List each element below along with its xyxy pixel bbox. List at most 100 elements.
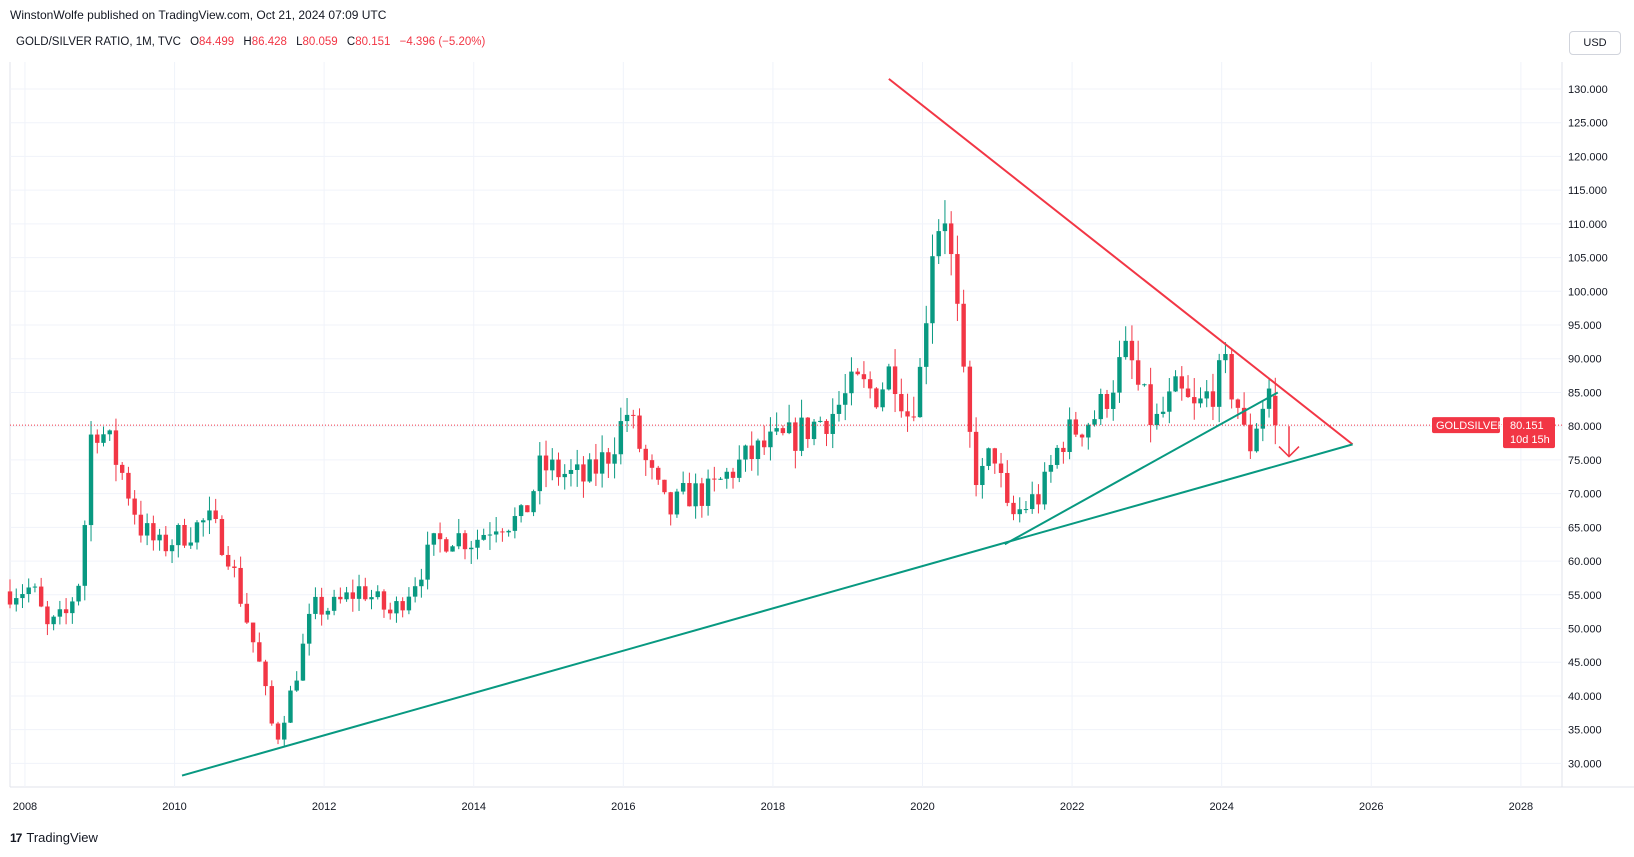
high-value: 86.428 bbox=[251, 36, 287, 48]
candle-body bbox=[793, 422, 798, 451]
publisher-header: WinstonWolfe published on TradingView.co… bbox=[10, 8, 387, 22]
candle-body bbox=[805, 417, 811, 440]
candle-body bbox=[1042, 471, 1047, 505]
candle-body bbox=[942, 223, 948, 232]
candle-body bbox=[1005, 472, 1010, 503]
candle-body bbox=[905, 411, 910, 417]
candle-body bbox=[14, 598, 19, 605]
candle-body bbox=[874, 388, 879, 408]
candle-body bbox=[356, 586, 362, 599]
candle-body bbox=[431, 533, 437, 545]
candle-body bbox=[662, 479, 667, 493]
price-tag-countdown: 10d 15h bbox=[1510, 434, 1550, 446]
candle-body bbox=[1054, 447, 1060, 465]
candle-body bbox=[737, 459, 742, 478]
candle-body bbox=[1229, 354, 1234, 400]
currency-button[interactable]: USD bbox=[1569, 31, 1621, 55]
candle-body bbox=[1154, 413, 1160, 426]
tradingview-logo-icon: 17 bbox=[10, 830, 22, 845]
low-label: L bbox=[296, 36, 303, 48]
candle-body bbox=[786, 422, 792, 434]
candle-body bbox=[157, 534, 162, 541]
y-tick-label: 80.000 bbox=[1568, 421, 1602, 433]
candle-body bbox=[668, 492, 673, 515]
candle-body bbox=[986, 448, 991, 466]
candle-body bbox=[1036, 494, 1041, 505]
y-tick-label: 65.000 bbox=[1568, 522, 1602, 534]
candle-body bbox=[1104, 394, 1110, 409]
candle-body bbox=[213, 510, 218, 519]
candle-body bbox=[469, 547, 474, 550]
candle-body bbox=[680, 483, 686, 492]
candle-body bbox=[188, 542, 193, 546]
candle-body bbox=[82, 525, 87, 586]
candle-body bbox=[319, 596, 324, 615]
candles bbox=[7, 200, 1278, 746]
candle-body bbox=[107, 430, 112, 435]
candle-body bbox=[774, 428, 779, 432]
y-tick-label: 110.000 bbox=[1568, 219, 1607, 231]
candle-body bbox=[119, 464, 125, 473]
symbol-name: GOLD/SILVER RATIO, 1M, TVC bbox=[16, 36, 181, 48]
trendline-resistance bbox=[888, 78, 1354, 446]
x-tick-label: 2014 bbox=[461, 801, 485, 813]
candle-body bbox=[824, 420, 829, 434]
candle-body bbox=[1198, 398, 1203, 404]
y-tick-label: 75.000 bbox=[1568, 455, 1602, 467]
candle-body bbox=[899, 394, 904, 412]
candle-body bbox=[132, 498, 137, 515]
candle-body bbox=[1117, 357, 1122, 393]
price-tag bbox=[1503, 417, 1555, 449]
candle-body bbox=[263, 661, 268, 687]
candle-body bbox=[967, 366, 973, 432]
high-label: H bbox=[243, 36, 252, 48]
candle-body bbox=[1167, 391, 1172, 412]
candle-body bbox=[998, 463, 1004, 473]
candle-body bbox=[699, 483, 705, 506]
candle-body bbox=[57, 609, 63, 617]
y-tick-label: 130.000 bbox=[1568, 84, 1608, 96]
candle-body bbox=[755, 440, 761, 460]
y-tick-label: 60.000 bbox=[1568, 556, 1602, 568]
candle-body bbox=[45, 606, 50, 625]
candle-body bbox=[799, 417, 804, 451]
down-arrow-icon bbox=[1278, 446, 1300, 458]
candle-body bbox=[849, 371, 854, 394]
candle-body bbox=[493, 531, 499, 535]
candle-body bbox=[101, 434, 106, 443]
y-tick-label: 35.000 bbox=[1568, 725, 1602, 737]
x-tick-label: 2026 bbox=[1359, 801, 1383, 813]
candle-body bbox=[282, 722, 287, 740]
candle-body bbox=[151, 523, 156, 541]
candle-body bbox=[506, 530, 511, 533]
candle-body bbox=[1204, 391, 1209, 399]
candle-body bbox=[444, 539, 449, 552]
candle-body bbox=[593, 459, 599, 474]
candle-body bbox=[70, 601, 75, 614]
candle-body bbox=[1142, 384, 1147, 386]
candle-body bbox=[406, 596, 412, 611]
candle-body bbox=[325, 610, 331, 615]
candle-body bbox=[456, 533, 461, 547]
candle-body bbox=[1160, 411, 1166, 414]
y-tick-label: 45.000 bbox=[1568, 657, 1602, 669]
y-tick-label: 95.000 bbox=[1568, 320, 1602, 332]
candle-body bbox=[26, 587, 31, 595]
candle-body bbox=[1023, 509, 1029, 511]
candle-body bbox=[163, 534, 169, 552]
price-tag-value: 80.151 bbox=[1510, 420, 1544, 432]
candle-body bbox=[300, 643, 306, 681]
candle-body bbox=[225, 554, 231, 567]
candle-body bbox=[1260, 408, 1266, 429]
y-tick-label: 100.000 bbox=[1568, 286, 1608, 298]
candle-body bbox=[855, 371, 860, 375]
candle-body bbox=[955, 254, 960, 304]
candle-body bbox=[1067, 419, 1072, 452]
candle-body bbox=[475, 539, 480, 548]
candle-body bbox=[244, 603, 250, 623]
candle-body bbox=[911, 416, 916, 418]
candle-body bbox=[724, 471, 729, 479]
x-tick-label: 2008 bbox=[13, 801, 37, 813]
change-value: −4.396 (−5.20%) bbox=[399, 36, 486, 48]
